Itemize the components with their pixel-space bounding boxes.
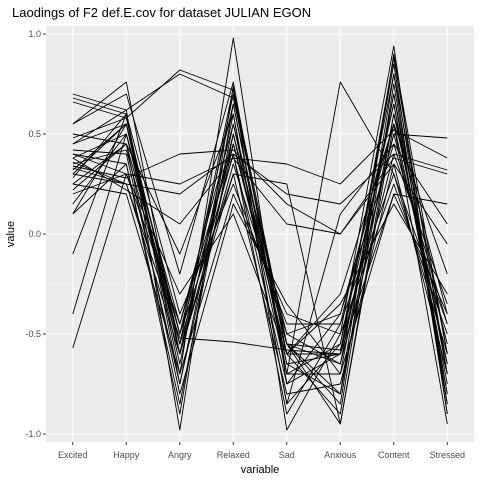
x-tick-label: Sad [279,450,295,460]
x-tick-label: Content [378,450,410,460]
y-tick-label: 0.5 [28,129,41,139]
chart-title: Laodings of F2 def.E.cov for dataset JUL… [12,5,311,20]
y-tick-label: 1.0 [28,29,41,39]
y-axis-title: value [5,221,17,247]
y-tick-label: 0.0 [28,229,41,239]
x-axis-title: variable [241,464,280,476]
x-tick-label: Excited [58,450,88,460]
x-tick-label: Stressed [429,450,465,460]
x-tick-label: Anxious [324,450,357,460]
y-tick-label: -1.0 [25,429,41,439]
x-tick-label: Angry [168,450,192,460]
x-tick-label: Happy [113,450,140,460]
y-tick-label: -0.5 [25,329,41,339]
x-tick-label: Relaxed [217,450,250,460]
